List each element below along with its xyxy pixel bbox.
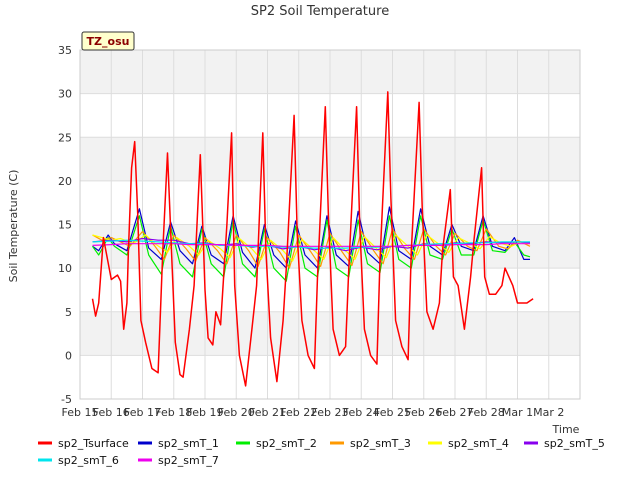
legend-label: sp2_smT_4 (448, 437, 509, 450)
x-tick-label: Feb 15 (62, 406, 99, 419)
legend-label: sp2_Tsurface (58, 437, 129, 450)
tz-label: TZ_osu (87, 35, 130, 48)
series-line-sp2_smT_3 (92, 228, 531, 269)
x-tick-label: Feb 23 (312, 406, 349, 419)
y-axis-ticks: -5 0 5 10 15 20 25 30 35 (58, 44, 72, 406)
x-tick-label: Feb 28 (468, 406, 505, 419)
legend-item: sp2_smT_4 (428, 437, 509, 450)
y-tick-label: 15 (58, 219, 72, 232)
x-tick-label: Feb 19 (187, 406, 224, 419)
tz-annotation: TZ_osu (81, 31, 135, 51)
x-tick-label: Mar 2 (533, 406, 564, 419)
x-tick-label: Feb 20 (218, 406, 255, 419)
y-tick-label: 0 (65, 349, 72, 362)
x-tick-label: Feb 22 (280, 406, 317, 419)
series-line-sp2_smT_7 (92, 243, 530, 247)
series-lines (91, 91, 534, 387)
legend-item: sp2_smT_6 (38, 454, 119, 467)
series-line-sp2_smT_6 (92, 239, 530, 249)
x-tick-label: Feb 24 (343, 406, 380, 419)
y-tick-label: 25 (58, 131, 72, 144)
series-line-sp2_Tsurface (91, 91, 534, 387)
x-tick-label: Feb 26 (405, 406, 442, 419)
x-tick-label: Feb 27 (437, 406, 474, 419)
legend-item: sp2_Tsurface (38, 437, 129, 450)
legend-item: sp2_smT_5 (524, 437, 605, 450)
x-tick-label: Feb 25 (374, 406, 411, 419)
x-tick-label: Feb 21 (249, 406, 286, 419)
y-tick-label: 20 (58, 175, 72, 188)
y-tick-label: -5 (61, 393, 72, 406)
x-axis-label: Time (552, 423, 580, 436)
legend-item: sp2_smT_3 (330, 437, 411, 450)
x-tick-label: Feb 18 (155, 406, 192, 419)
y-axis-label: Soil Temperature (C) (7, 170, 20, 283)
legend-label: sp2_smT_5 (544, 437, 605, 450)
y-tick-label: 5 (65, 306, 72, 319)
legend-item: sp2_smT_1 (138, 437, 219, 450)
chart-title: SP2 Soil Temperature (251, 4, 389, 19)
y-tick-label: 35 (58, 44, 72, 57)
plot-frame (79, 49, 581, 400)
legend-label: sp2_smT_7 (158, 454, 219, 467)
tz-badge (81, 31, 135, 51)
x-tick-label: Mar 1 (502, 406, 533, 419)
x-tick-label: Feb 16 (93, 406, 130, 419)
x-tick-label: Feb 17 (124, 406, 161, 419)
legend-item: sp2_smT_2 (236, 437, 317, 450)
y-tick-label: 10 (58, 262, 72, 275)
legend-label: sp2_smT_1 (158, 437, 219, 450)
legend: sp2_Tsurface sp2_smT_1 sp2_smT_2 sp2_smT_3 s… (38, 437, 605, 467)
legend-item: sp2_smT_7 (138, 454, 219, 467)
legend-label: sp2_smT_2 (256, 437, 317, 450)
legend-label: sp2_smT_6 (58, 454, 119, 467)
y-tick-label: 30 (58, 88, 72, 101)
series-line-sp2_smT_4 (92, 234, 531, 262)
legend-label: sp2_smT_3 (350, 437, 411, 450)
